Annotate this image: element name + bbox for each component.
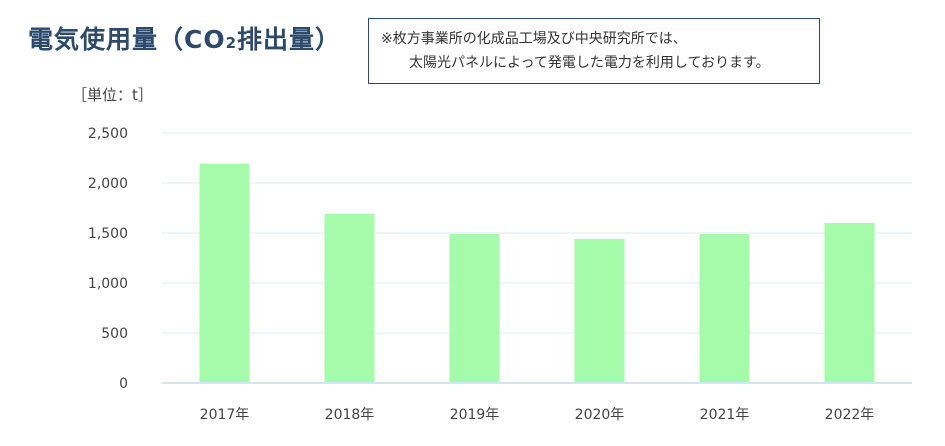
chart-title: 電気使用量（CO2排出量） bbox=[28, 20, 341, 56]
bars bbox=[199, 164, 875, 383]
y-tick-label: 500 bbox=[101, 326, 128, 342]
note-box: ※枚方事業所の化成品工場及び中央研究所では、 太陽光パネルによって発電した電力を… bbox=[368, 18, 820, 84]
x-tick-label: 2021年 bbox=[700, 407, 750, 423]
x-tick-label: 2019年 bbox=[450, 407, 500, 423]
bar-3 bbox=[449, 234, 500, 383]
y-tick-label: 0 bbox=[119, 376, 128, 392]
x-tick-labels: 2017年 2018年 2019年 2020年 2021年 2022年 bbox=[200, 407, 875, 423]
x-tick-label: 2017年 bbox=[200, 407, 250, 423]
y-tick-labels: 0 500 1,000 1,500 2,000 2,500 bbox=[88, 126, 128, 392]
y-tick-label: 2,500 bbox=[88, 126, 128, 142]
y-tick-label: 1,000 bbox=[88, 276, 128, 292]
note-line-2: 太陽光パネルによって発電した電力を利用しております。 bbox=[409, 55, 770, 71]
title-tail: 排出量） bbox=[237, 25, 342, 54]
bar-1 bbox=[199, 164, 250, 383]
y-tick-label: 2,000 bbox=[88, 176, 128, 192]
x-tick-label: 2022年 bbox=[825, 407, 875, 423]
bar-4 bbox=[574, 239, 625, 383]
note-line-1: ※枚方事業所の化成品工場及び中央研究所では、 bbox=[381, 31, 687, 47]
bar-5 bbox=[699, 234, 750, 383]
x-tick-label: 2020年 bbox=[575, 407, 625, 423]
y-axis-unit-label: ［単位：t］ bbox=[72, 86, 153, 104]
bar-2 bbox=[324, 214, 375, 383]
y-tick-label: 1,500 bbox=[88, 226, 128, 242]
x-tick-label: 2018年 bbox=[325, 407, 375, 423]
bar-6 bbox=[824, 223, 875, 383]
title-main: 電気使用量（CO bbox=[28, 25, 226, 54]
grid-lines bbox=[162, 132, 912, 334]
title-subscript: 2 bbox=[225, 34, 238, 52]
